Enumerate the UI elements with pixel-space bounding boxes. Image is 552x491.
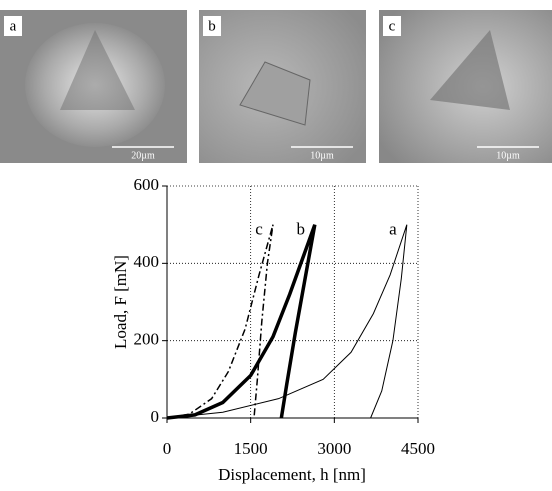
- y-tick-label: 400: [134, 252, 160, 271]
- scale-label: 10µm: [496, 150, 520, 161]
- indent-b: [239, 61, 311, 126]
- indent-a-shape: [60, 30, 135, 110]
- y-axis-label: Load, F [mN]: [111, 255, 130, 349]
- images: [0, 10, 552, 163]
- scale-label: 20µm: [131, 150, 155, 161]
- panel-label-box: [383, 16, 401, 36]
- x-tick-label: 1500: [234, 439, 268, 458]
- x-tick-label: 0: [163, 439, 172, 458]
- panel-label-box: [4, 16, 22, 36]
- panel-label: c: [389, 18, 396, 34]
- series-label: c: [255, 220, 263, 239]
- y-tick-label: 600: [134, 175, 160, 194]
- series-line: [166, 224, 274, 419]
- x-axis-label: Displacement, h [nm]: [218, 465, 366, 484]
- x-tick-label: 3000: [317, 439, 351, 458]
- indent-c: [430, 30, 510, 110]
- series-label: b: [297, 220, 306, 239]
- y-tick-label: 200: [134, 330, 160, 349]
- scale-label: 10µm: [310, 150, 334, 161]
- x-tick-label: 4500: [401, 439, 435, 458]
- series-line: [166, 224, 408, 419]
- series-label: a: [389, 220, 397, 239]
- plot: Displacement, h [nm] Load, F [mN]: [111, 255, 366, 484]
- panel-label: b: [208, 18, 216, 34]
- panel-label: a: [10, 18, 17, 34]
- y-tick-label: 0: [151, 407, 160, 426]
- panel-label-box: [203, 16, 221, 36]
- series-line: [166, 224, 317, 420]
